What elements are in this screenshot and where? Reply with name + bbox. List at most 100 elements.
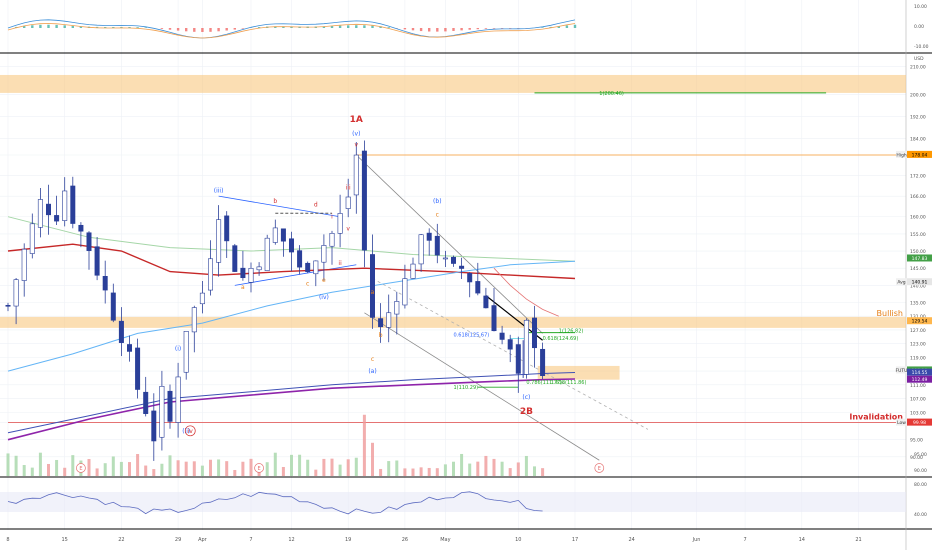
candle[interactable] [329, 233, 335, 247]
candle[interactable] [321, 245, 327, 263]
macd-bar [403, 28, 407, 30]
candle[interactable] [531, 317, 537, 349]
candle[interactable] [5, 304, 11, 307]
candle[interactable] [313, 260, 319, 275]
candle[interactable] [288, 238, 294, 253]
channel-lower [364, 312, 600, 461]
candle[interactable] [224, 215, 230, 242]
earnings-marker[interactable] [76, 463, 86, 473]
candle[interactable] [353, 154, 359, 196]
rsi-band [0, 492, 906, 512]
candle[interactable] [183, 331, 189, 373]
candle[interactable] [37, 199, 43, 228]
candle[interactable] [216, 219, 222, 263]
candles[interactable] [5, 140, 546, 461]
candle[interactable] [232, 245, 238, 272]
candle[interactable] [159, 386, 165, 438]
candle[interactable] [175, 376, 181, 423]
candle[interactable] [272, 227, 278, 243]
rsi-tick: 80.00 [914, 482, 927, 488]
candle[interactable] [491, 305, 497, 332]
candle[interactable] [21, 248, 27, 281]
candle[interactable] [143, 391, 149, 414]
candle[interactable] [483, 295, 489, 309]
volume-bar [184, 461, 188, 476]
candle[interactable] [13, 279, 19, 307]
candle[interactable] [240, 267, 246, 279]
price-badge-text: 147.83 [912, 256, 928, 262]
candle[interactable] [475, 281, 481, 294]
volume-bar [128, 462, 131, 476]
candle[interactable] [29, 223, 35, 254]
candle[interactable] [297, 250, 303, 268]
macd-bar [452, 28, 455, 31]
candle[interactable] [467, 273, 473, 283]
wave-circle [184, 425, 196, 437]
time-tick: 7 [744, 537, 747, 543]
wave-label: a [241, 284, 245, 291]
candle[interactable] [70, 185, 76, 224]
candle[interactable] [386, 312, 392, 328]
candle[interactable] [102, 275, 108, 291]
volume-bar [225, 461, 229, 476]
candle[interactable] [499, 332, 505, 340]
candle[interactable] [199, 292, 205, 305]
ma-short [493, 267, 559, 317]
candle[interactable] [135, 347, 141, 390]
candle[interactable] [151, 410, 157, 442]
candle[interactable] [264, 237, 270, 271]
candle[interactable] [369, 254, 375, 318]
candle[interactable] [78, 224, 84, 232]
candle[interactable] [337, 213, 343, 234]
candle[interactable] [345, 196, 351, 209]
candle[interactable] [540, 348, 546, 376]
candle[interactable] [434, 235, 440, 256]
candle[interactable] [167, 390, 173, 422]
candle[interactable] [418, 234, 424, 265]
candle[interactable] [361, 150, 367, 251]
candle[interactable] [191, 307, 197, 333]
candle[interactable] [45, 203, 51, 216]
candle[interactable] [248, 268, 254, 283]
candle[interactable] [459, 265, 465, 269]
wave-label: (a) [368, 368, 376, 375]
earnings-marker[interactable] [254, 463, 264, 473]
candle[interactable] [110, 292, 116, 321]
earnings-marker[interactable] [594, 463, 605, 473]
candle[interactable] [402, 278, 408, 306]
volume-bar [233, 469, 237, 476]
volume-bar [468, 463, 472, 476]
volume-bar [136, 454, 140, 476]
macd-bar [428, 28, 431, 32]
macd-bar [565, 25, 569, 28]
candle[interactable] [305, 262, 311, 273]
time-axis[interactable]: 8 15 22 29 Apr 7 12 19 26 May 10 17 24 Jun 7 14 21 [6, 537, 861, 543]
candle[interactable] [86, 232, 92, 251]
price-axis[interactable]: 90.0095.00100.00103.00107.00111.00115.00… [896, 56, 932, 461]
candle[interactable] [515, 344, 521, 374]
price-tick: 119.00 [910, 355, 926, 361]
candle[interactable] [256, 266, 262, 271]
candle[interactable] [426, 232, 432, 241]
candle[interactable] [523, 319, 529, 375]
candle[interactable] [507, 339, 513, 350]
macd-bar [257, 27, 261, 28]
price-tick: 95.00 [910, 438, 923, 444]
wave-label: a [371, 289, 375, 296]
candle[interactable] [410, 263, 416, 279]
candle[interactable] [394, 301, 400, 315]
candle[interactable] [94, 246, 100, 276]
candle[interactable] [62, 190, 68, 221]
candle[interactable] [378, 318, 384, 328]
candle[interactable] [127, 344, 133, 352]
candle[interactable] [450, 256, 456, 264]
candle[interactable] [54, 215, 60, 222]
candle[interactable] [280, 228, 286, 242]
candle[interactable] [208, 258, 214, 291]
volume-bar [71, 455, 75, 476]
time-tick: 19 [345, 537, 351, 543]
candle[interactable] [442, 257, 448, 260]
macd-bar [23, 25, 26, 28]
candle[interactable] [118, 320, 124, 343]
